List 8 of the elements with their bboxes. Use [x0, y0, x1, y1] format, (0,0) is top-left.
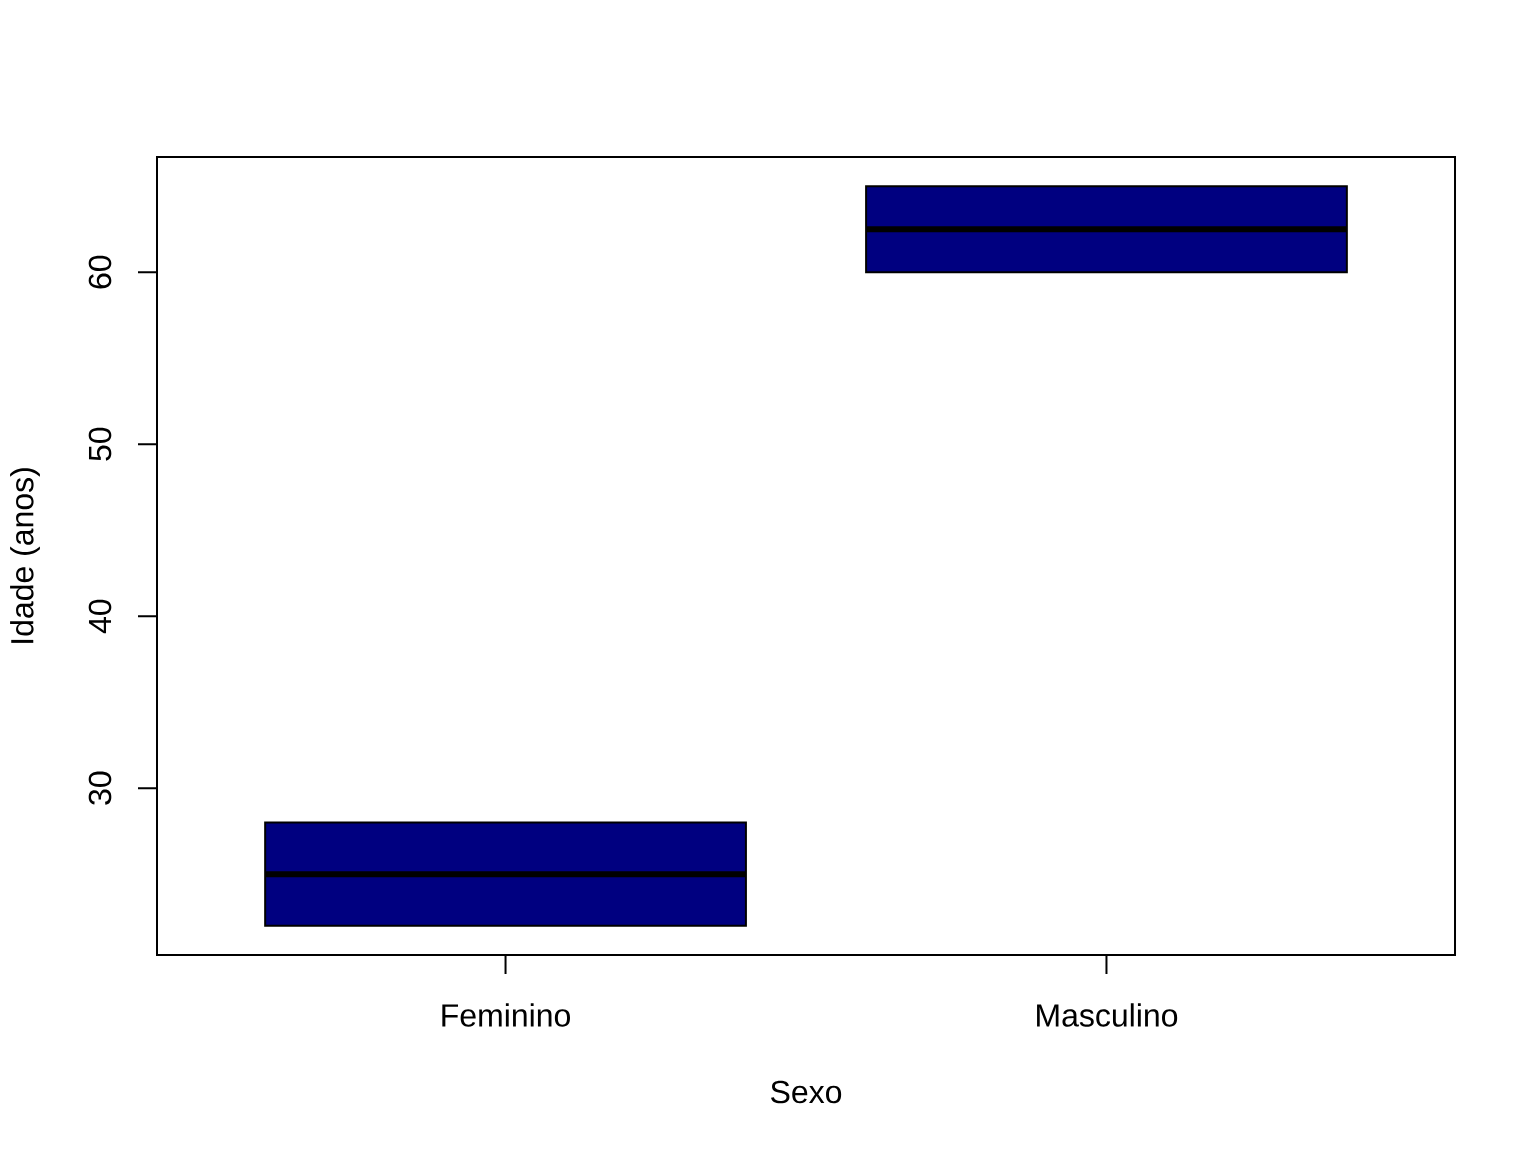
x-tick-label: Masculino — [1037, 1003, 1178, 1027]
y-tick-label: 60 — [88, 255, 112, 289]
y-tick-label: 50 — [88, 427, 112, 461]
y-tick-label: 40 — [88, 599, 112, 634]
y-tick-label: 30 — [88, 771, 112, 805]
x-axis-title: Sexo — [771, 1080, 842, 1104]
x-tick-label: Feminino — [442, 1003, 570, 1027]
y-axis-title: Idade (anos) — [10, 468, 40, 643]
